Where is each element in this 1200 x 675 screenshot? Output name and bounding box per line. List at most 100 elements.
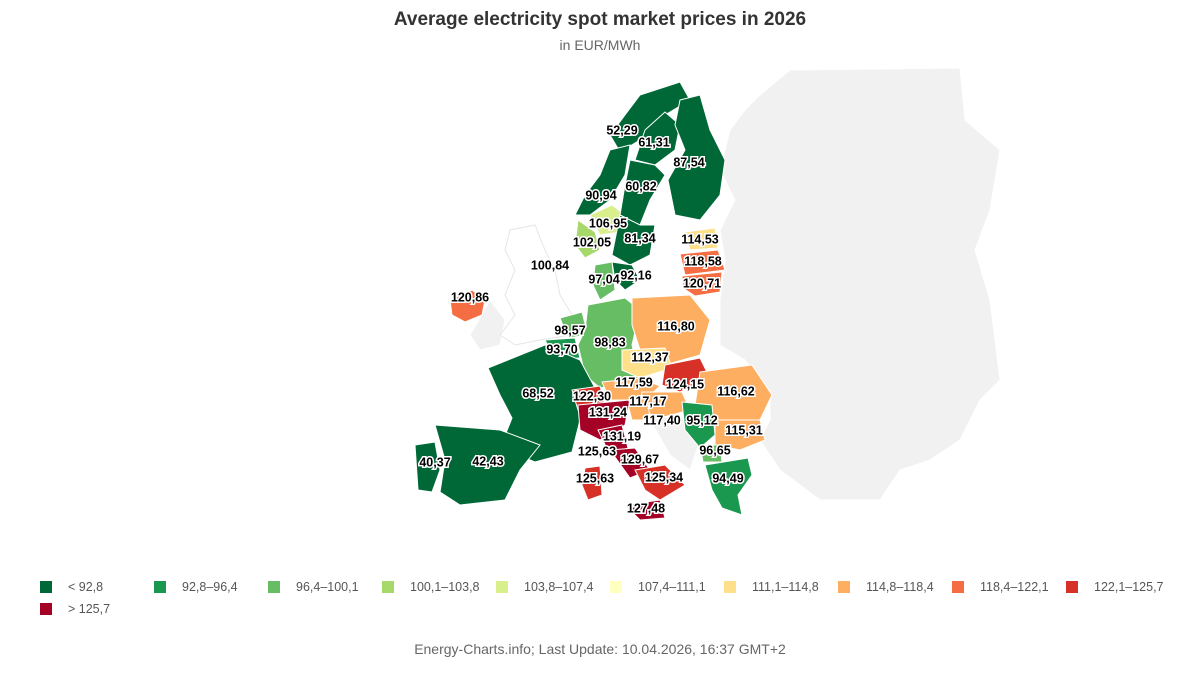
legend-item[interactable]: 122,1–125,7 [1066, 580, 1164, 594]
chart-subtitle: in EUR/MWh [559, 37, 641, 53]
label-SE2: 60,82 [625, 179, 656, 193]
label-MK: 96,65 [699, 443, 730, 457]
legend-swatch [382, 581, 394, 593]
legend-label: 92,8–96,4 [182, 580, 238, 594]
label-LV: 118,58 [684, 254, 722, 268]
region-ES[interactable] [434, 424, 541, 506]
legend-item[interactable]: < 92,8 [40, 580, 103, 594]
legend-item[interactable]: > 125,7 [40, 602, 110, 616]
source-footer: Energy-Charts.info; Last Update: 10.04.2… [414, 641, 786, 657]
legend-label: 107,4–111,1 [638, 580, 706, 594]
label-IT-Sardinia: 125,63 [578, 444, 616, 458]
region-EE[interactable] [684, 227, 719, 251]
legend-item[interactable]: 111,1–114,8 [724, 580, 819, 594]
legend-label: 100,1–103,8 [410, 580, 480, 594]
region-SI[interactable] [627, 402, 651, 421]
region-GB[interactable] [499, 224, 576, 346]
chart-title: Average electricity spot market prices i… [393, 9, 807, 30]
region-GR[interactable] [704, 457, 753, 516]
label-GR: 94,49 [712, 471, 743, 485]
legend-item[interactable]: 107,4–111,1 [610, 580, 706, 594]
legend-item[interactable]: 103,8–107,4 [496, 580, 594, 594]
value-labels: 52,29 61,31 87,54 60,82 90,94 106,95 102… [418, 122, 764, 517]
legend-swatch [838, 581, 850, 593]
legend-label: 111,1–114,8 [752, 580, 819, 594]
label-IT-Centre-North: 131,19 [603, 429, 641, 443]
legend-swatch [724, 581, 736, 593]
legend-label: 114,8–118,4 [866, 580, 934, 594]
legend-label: > 125,7 [68, 602, 111, 616]
label-SE3: 81,34 [624, 231, 655, 245]
legend-label: 118,4–122,1 [980, 580, 1049, 594]
legend-item[interactable]: 114,8–118,4 [838, 580, 934, 594]
label-IT-Sardinia-2: 125,63 [576, 471, 614, 485]
legend-swatch [1066, 581, 1078, 593]
region-NO5[interactable] [574, 219, 601, 259]
label-IT-Centre-South: 129,67 [621, 452, 659, 466]
region-PT[interactable] [414, 441, 441, 493]
legend-swatch [496, 581, 508, 593]
label-RO: 116,62 [717, 384, 755, 398]
background-land-east [719, 67, 1001, 501]
legend-label: 103,8–107,4 [524, 580, 594, 594]
legend-item[interactable]: 118,4–122,1 [952, 580, 1049, 594]
legend-swatch [268, 581, 280, 593]
region-RS[interactable] [681, 401, 716, 449]
region-IT-Centre-North[interactable] [597, 424, 629, 456]
europe-map: 52,29 61,31 87,54 60,82 90,94 106,95 102… [414, 67, 1001, 521]
label-FR: 68,52 [522, 386, 553, 400]
region-LT[interactable] [681, 271, 723, 297]
label-PL: 116,80 [657, 319, 695, 333]
label-CH: 122,30 [573, 389, 611, 403]
region-LV[interactable] [679, 249, 726, 276]
label-LT: 120,71 [683, 276, 721, 290]
region-BG[interactable] [714, 419, 766, 451]
legend-item[interactable]: 100,1–103,8 [382, 580, 480, 594]
label-IT-North: 131,24 [589, 405, 627, 419]
label-RS: 95,12 [686, 413, 717, 427]
region-FR[interactable] [487, 344, 596, 463]
region-SE1[interactable] [634, 111, 681, 166]
region-IT-Sardinia[interactable] [581, 465, 603, 501]
region-IE[interactable] [449, 289, 486, 323]
legend-swatch [952, 581, 964, 593]
label-SE1: 61,31 [638, 135, 669, 149]
legend-label: 122,1–125,7 [1094, 580, 1164, 594]
label-NO1: 106,95 [589, 216, 627, 230]
label-CZ: 112,37 [631, 350, 669, 364]
legend-swatch [154, 581, 166, 593]
legend-swatch [40, 581, 52, 593]
label-IE: 120,86 [451, 290, 489, 304]
label-ES: 42,43 [472, 454, 503, 468]
region-SE4[interactable] [611, 261, 641, 291]
region-DK1[interactable] [592, 261, 616, 301]
label-BE: 93,70 [546, 342, 577, 356]
region-IT-Sicily[interactable] [623, 499, 666, 521]
region-SE2[interactable] [619, 159, 666, 226]
label-HU: 117,17 [629, 394, 667, 408]
region-CZ[interactable] [621, 347, 673, 379]
legend-item[interactable]: 92,8–96,4 [154, 580, 238, 594]
label-NL: 98,57 [554, 323, 585, 337]
legend-label: < 92,8 [68, 580, 104, 594]
label-BG: 115,31 [725, 423, 763, 437]
label-EE: 114,53 [681, 232, 719, 246]
label-PT: 40,37 [419, 455, 450, 469]
region-IT-South[interactable] [634, 464, 686, 501]
label-IT-South: 125,34 [645, 470, 683, 484]
region-PL[interactable] [631, 294, 711, 366]
region-NO4[interactable] [609, 81, 691, 153]
label-SI: 117,40 [643, 413, 681, 427]
label-AT: 117,59 [615, 375, 653, 389]
label-NO3: 90,94 [585, 188, 616, 202]
label-SE4: 92,16 [620, 268, 651, 282]
label-NO5: 102,05 [573, 235, 611, 249]
region-FI[interactable] [667, 94, 726, 221]
label-FI: 87,54 [673, 155, 704, 169]
legend-swatch [40, 603, 52, 615]
legend-swatch [610, 581, 622, 593]
region-SE3[interactable] [611, 214, 656, 266]
legend-item[interactable]: 96,4–100,1 [268, 580, 359, 594]
label-DE-LU: 98,83 [594, 335, 625, 349]
background-land-uk-north [469, 299, 506, 351]
